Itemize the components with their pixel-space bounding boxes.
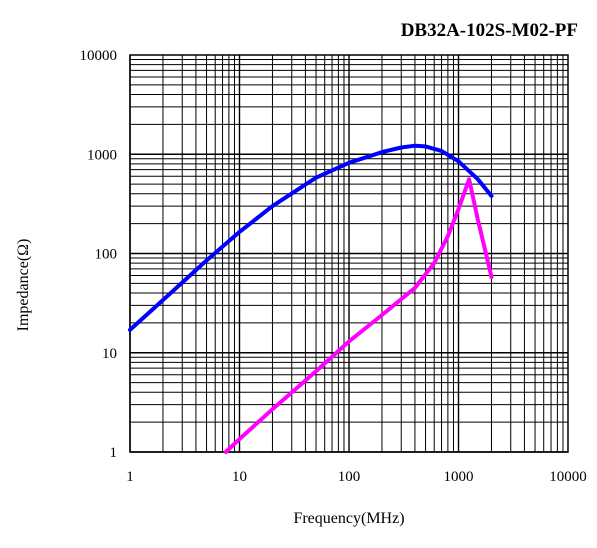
series-line-1 [128,143,494,332]
x-tick-label: 10 [232,469,247,485]
y-tick-labels: 1 10 100 1000 10000 [80,48,118,461]
x-tick-label: 100 [338,469,361,485]
x-tick-labels: 1 10 100 1000 10000 [126,469,587,485]
grid [129,55,568,453]
chart-title: DB32A-102S-M02-PF [401,20,578,41]
y-tick-label: 10 [102,346,117,362]
series-line-2 [223,177,494,454]
y-tick-label: 1000 [87,147,117,163]
series-lines [128,143,494,454]
y-tick-label: 1 [110,445,118,461]
x-axis-label: Frequency(MHz) [293,510,404,527]
y-tick-label: 10000 [80,48,118,64]
y-tick-label: 100 [95,247,118,263]
x-tick-label: 1 [126,469,134,485]
plot-frame [129,54,569,453]
x-tick-label: 1000 [444,469,474,485]
y-axis-label: Impedance(Ω) [15,239,32,332]
x-tick-label: 10000 [549,469,587,485]
